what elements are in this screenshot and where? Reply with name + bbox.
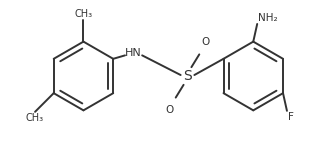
Text: S: S bbox=[183, 69, 192, 83]
Text: O: O bbox=[201, 37, 210, 47]
Text: F: F bbox=[288, 112, 294, 122]
Text: NH₂: NH₂ bbox=[258, 13, 278, 23]
Text: O: O bbox=[166, 105, 174, 115]
Text: HN: HN bbox=[125, 48, 141, 58]
Text: CH₃: CH₃ bbox=[74, 9, 92, 19]
Text: CH₃: CH₃ bbox=[25, 113, 43, 123]
